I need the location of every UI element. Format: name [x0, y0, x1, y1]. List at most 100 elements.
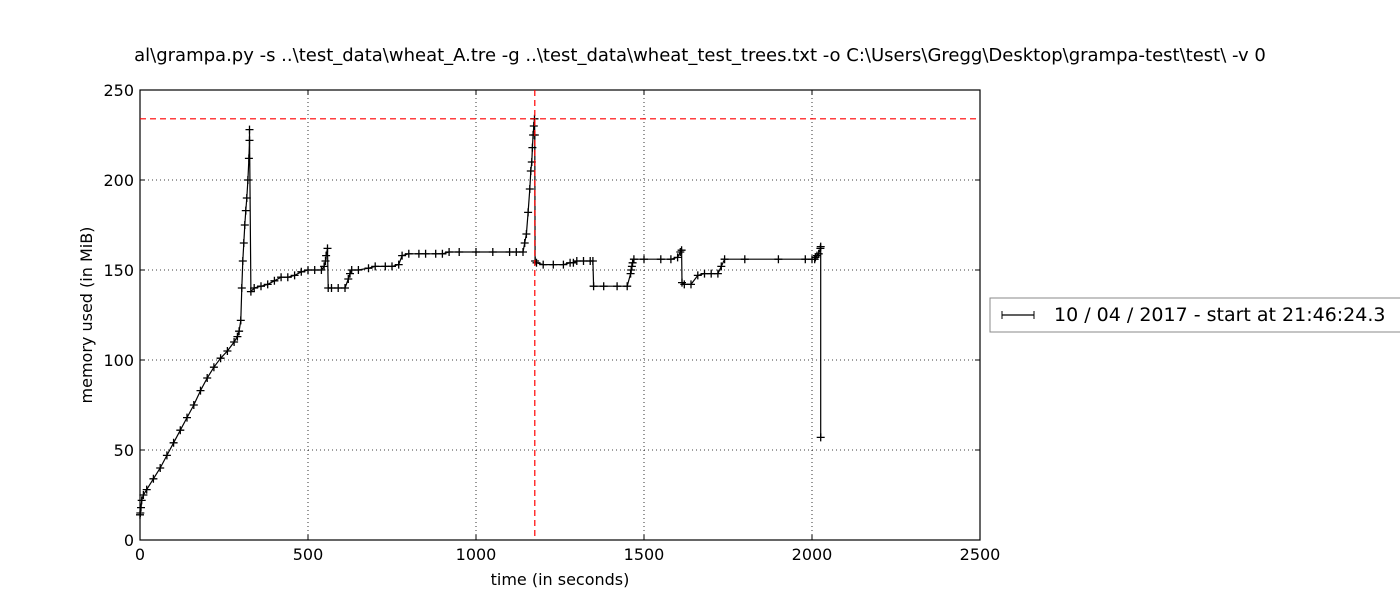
legend-entry-label: 10 / 04 / 2017 - start at 21:46:24.3 [1054, 304, 1386, 326]
data-point-marker [455, 248, 464, 256]
data-point-marker [520, 239, 529, 247]
data-point-marker [239, 239, 248, 247]
data-point-marker [539, 260, 548, 269]
data-point-marker [512, 248, 521, 256]
data-point-marker [189, 401, 198, 409]
data-point-marker [183, 413, 191, 422]
data-point-marker [162, 451, 171, 460]
data-point-marker [354, 266, 363, 274]
data-point-marker [322, 251, 331, 260]
y-tick-label: 0 [124, 531, 134, 550]
data-point-marker [431, 249, 440, 258]
data-point-marker [559, 260, 568, 269]
data-point-marker [243, 176, 252, 184]
data-point-marker [589, 282, 598, 291]
data-point-marker [680, 280, 689, 289]
x-tick-label: 0 [135, 545, 145, 564]
data-point-marker [230, 338, 239, 346]
data-point-marker [529, 122, 538, 130]
legend: 10 / 04 / 2017 - start at 21:46:24.3 [989, 297, 1400, 333]
data-point-marker [245, 125, 254, 134]
data-point-marker [707, 269, 716, 278]
data-point-marker [774, 255, 783, 264]
data-point-marker [245, 136, 254, 145]
data-point-marker [323, 244, 332, 253]
data-point-marker [310, 266, 319, 274]
data-point-marker [588, 257, 597, 265]
tick-labels: 0 500 1000 1500 2000 2500 0 50 100 150 200 250 [103, 81, 1000, 564]
data-point-marker [628, 258, 637, 267]
data-point-marker [394, 260, 403, 269]
data-point-marker [257, 282, 265, 291]
data-point-marker [371, 262, 380, 271]
data-point-marker [236, 316, 245, 325]
data-point-marker [149, 474, 158, 483]
data-point-marker [816, 242, 825, 251]
data-point-marker [640, 255, 648, 264]
x-tick-label: 2000 [792, 545, 833, 564]
data-point-marker [139, 491, 148, 499]
chart-title: al\grampa.py -s ..\test_data\wheat_A.tre… [134, 45, 1266, 66]
data-point-marker [277, 273, 286, 282]
data-point-marker [676, 248, 685, 256]
data-point-marker [238, 257, 247, 265]
data-point-marker [235, 327, 244, 336]
data-point-marker [137, 496, 146, 505]
data-point-marker [414, 249, 423, 258]
data-point-marker [244, 154, 253, 163]
data-point-marker [488, 248, 497, 256]
data-point-marker [344, 275, 353, 283]
data-point-marker [290, 271, 299, 280]
data-point-marker [525, 185, 534, 193]
x-tick-label: 1500 [624, 545, 665, 564]
data-point-marker [627, 262, 636, 271]
data-point-marker [347, 266, 356, 274]
data-point-marker [196, 386, 205, 395]
data-point-marker [599, 282, 608, 291]
data-point-marker [656, 255, 665, 264]
data-point-marker [524, 208, 533, 217]
data-point-marker [270, 276, 279, 285]
data-point-marker [304, 266, 312, 274]
data-point-marker [364, 264, 373, 273]
data-point-marker [522, 230, 531, 238]
y-axis-label: memory used (in MiB) [77, 227, 96, 404]
data-point-marker [717, 262, 726, 271]
data-point-marker [404, 249, 413, 258]
x-tick-label: 500 [293, 545, 324, 564]
y-tick-label: 250 [103, 81, 134, 100]
data-point-marker [572, 257, 581, 265]
data-point-marker [629, 255, 638, 264]
data-point-marker [156, 464, 165, 472]
x-axis-label: time (in seconds) [491, 570, 630, 589]
data-point-marker [720, 255, 729, 264]
grid-lines [140, 90, 980, 540]
data-point-marker [677, 246, 686, 255]
data-point-marker [388, 262, 396, 271]
data-point-marker [327, 284, 336, 292]
x-tick-label: 1000 [456, 545, 497, 564]
data-point-marker [673, 253, 682, 262]
data-point-marker [740, 255, 749, 264]
data-point-marker [341, 284, 349, 292]
data-point-marker [346, 269, 354, 278]
data-point-marker [398, 251, 407, 260]
data-point-marker [223, 347, 232, 355]
legend-box [989, 297, 1400, 333]
x-tick-label: 2500 [960, 545, 1001, 564]
data-point-marker [142, 485, 151, 494]
data-point-marker [613, 282, 622, 291]
data-point-marker [381, 262, 390, 271]
data-point-marker [700, 269, 709, 278]
data-point-marker [176, 426, 185, 435]
data-point-marker [579, 257, 588, 265]
data-point-marker [240, 221, 249, 229]
data-point-marker [472, 248, 480, 256]
data-point-marker [421, 249, 430, 258]
data-point-marker [250, 284, 259, 292]
data-point-marker [813, 251, 821, 260]
data-point-marker [666, 255, 675, 264]
data-point-marker [814, 249, 823, 258]
series-marks [136, 90, 980, 540]
